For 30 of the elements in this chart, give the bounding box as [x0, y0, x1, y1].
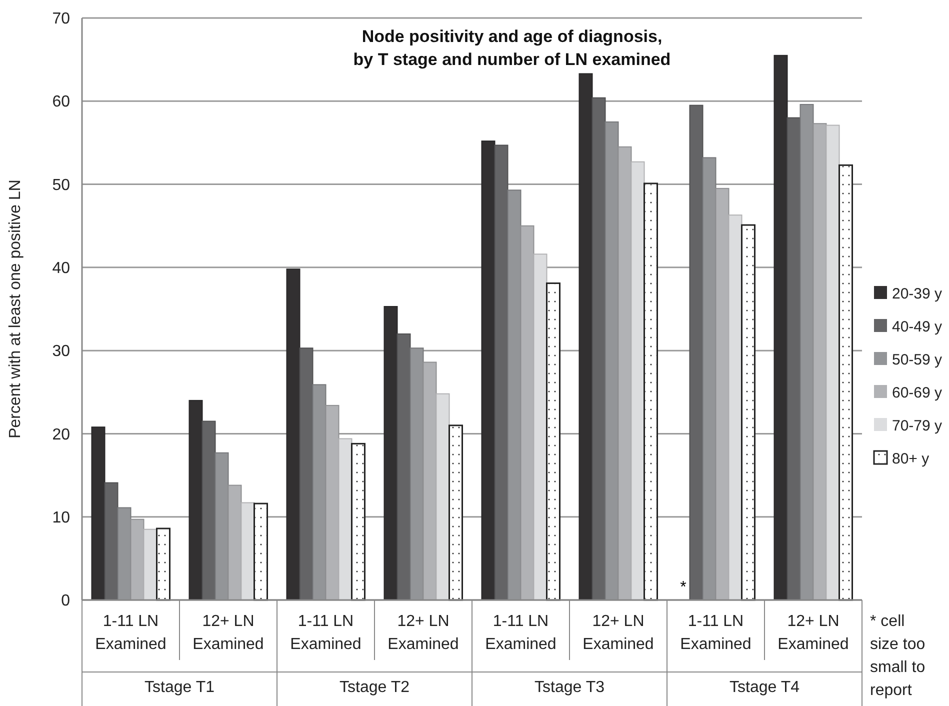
- text: * cell size too small to report: [870, 613, 926, 699]
- x-tick-label: 1-11 LN Examined: [95, 613, 166, 653]
- text: Node positivity and age of diagnosis, by T stage and number of LN examined: [353, 27, 671, 69]
- y-tick-label: 60: [52, 94, 70, 111]
- legend-label: 70-79 y: [892, 417, 943, 434]
- x-tick-label: 12+ LN Examined: [388, 613, 459, 653]
- y-tick-label: 10: [52, 509, 70, 526]
- text: Tstage T4: [730, 679, 800, 696]
- x-tick-label: 1-11 LN Examined: [290, 613, 362, 653]
- x-tick-label: 1-11 LN Examined: [680, 613, 752, 653]
- y-tick-label: 40: [52, 260, 70, 278]
- y-tick-label: 30: [52, 343, 70, 360]
- legend-label: 50-59 y: [892, 351, 943, 368]
- legend-label: 80+ y: [892, 450, 930, 468]
- y-tick-label: 50: [52, 176, 70, 194]
- legend-label: 20-39 y: [892, 285, 943, 302]
- y-tick-label: 20: [52, 426, 70, 444]
- legend-label: 60-69 y: [892, 384, 943, 402]
- text: Tstage T1: [144, 679, 215, 696]
- text: Tstage T2: [340, 679, 410, 696]
- y-axis-title: Percent with at least one positive LN: [7, 180, 24, 438]
- y-tick-label: 0: [61, 592, 70, 610]
- x-tick-label: 1-11 LN Examined: [485, 613, 556, 653]
- legend-label: 40-49 y: [892, 318, 943, 336]
- x-tick-label: 12+ LN Examined: [778, 613, 849, 653]
- x-tick-label: 12+ LN Examined: [582, 613, 654, 653]
- text: Tstage T3: [534, 679, 605, 696]
- text: *: [680, 579, 686, 596]
- y-tick-label: 70: [52, 10, 70, 28]
- x-tick-label: 12+ LN Examined: [192, 613, 264, 653]
